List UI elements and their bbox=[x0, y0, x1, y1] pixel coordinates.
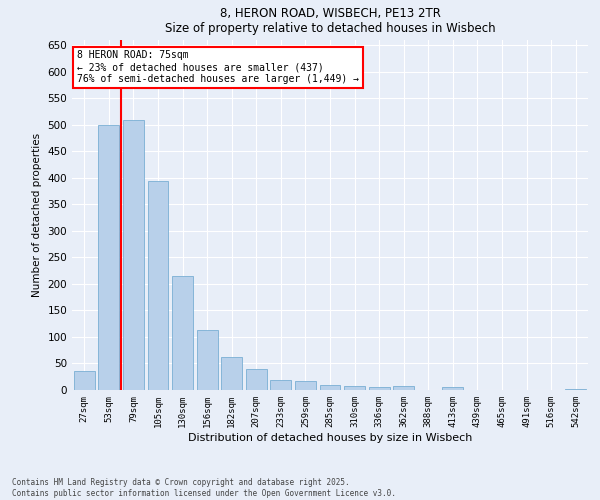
Bar bbox=[393, 386, 414, 390]
Y-axis label: Number of detached properties: Number of detached properties bbox=[32, 133, 42, 297]
Text: 8 HERON ROAD: 75sqm
← 23% of detached houses are smaller (437)
76% of semi-detac: 8 HERON ROAD: 75sqm ← 23% of detached ho… bbox=[77, 50, 359, 84]
X-axis label: Distribution of detached houses by size in Wisbech: Distribution of detached houses by size … bbox=[188, 432, 472, 442]
Bar bbox=[246, 369, 267, 390]
Bar bbox=[344, 386, 365, 390]
Bar bbox=[442, 388, 463, 390]
Bar bbox=[271, 380, 292, 390]
Bar bbox=[221, 356, 242, 390]
Bar bbox=[74, 372, 95, 390]
Bar bbox=[98, 125, 119, 390]
Bar bbox=[320, 384, 340, 390]
Bar bbox=[197, 330, 218, 390]
Bar bbox=[295, 381, 316, 390]
Bar bbox=[368, 388, 389, 390]
Bar bbox=[172, 276, 193, 390]
Bar bbox=[148, 180, 169, 390]
Title: 8, HERON ROAD, WISBECH, PE13 2TR
Size of property relative to detached houses in: 8, HERON ROAD, WISBECH, PE13 2TR Size of… bbox=[164, 6, 496, 34]
Text: Contains HM Land Registry data © Crown copyright and database right 2025.
Contai: Contains HM Land Registry data © Crown c… bbox=[12, 478, 396, 498]
Bar bbox=[123, 120, 144, 390]
